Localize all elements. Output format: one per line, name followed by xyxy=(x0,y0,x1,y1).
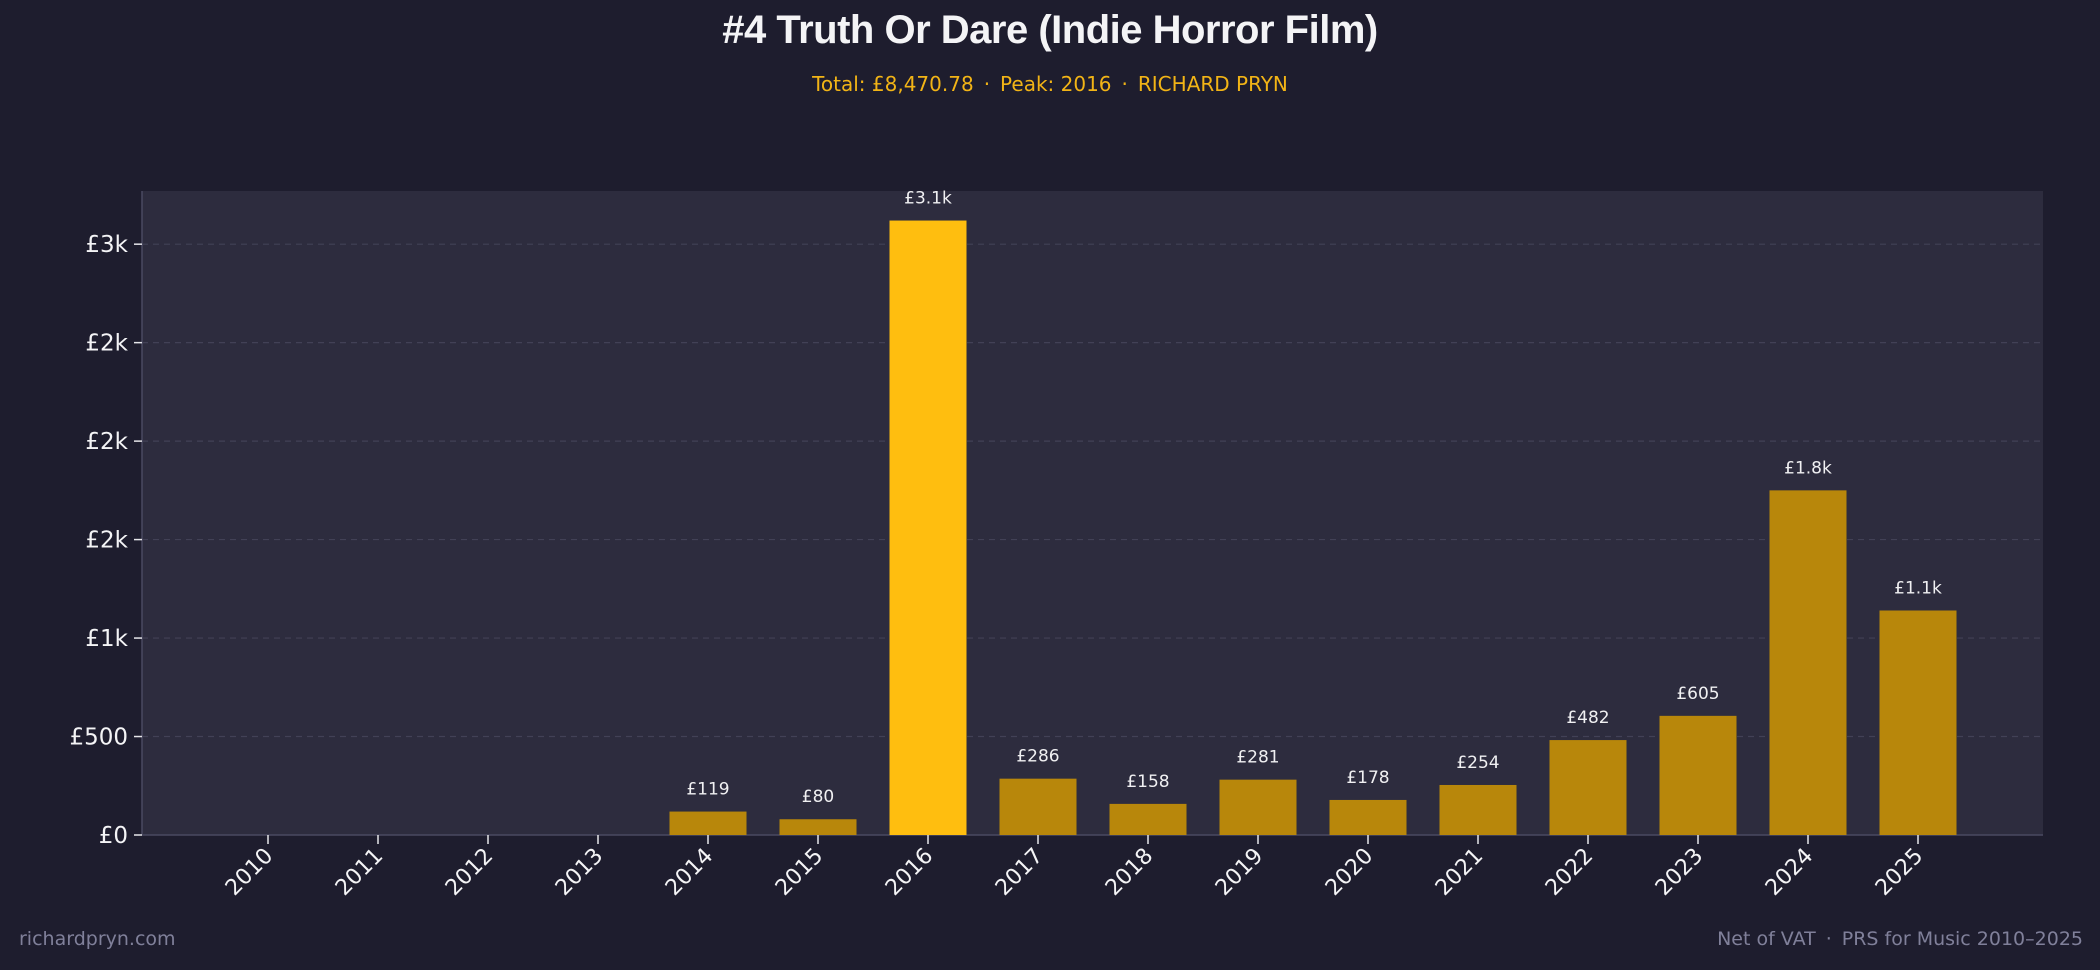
bar-value-label: £605 xyxy=(1676,684,1719,704)
x-tick-label: 2023 xyxy=(1651,844,1708,901)
x-tick-label: 2012 xyxy=(441,844,498,901)
bar-2024 xyxy=(1769,490,1847,835)
source-note: Net of VAT · PRS for Music 2010–2025 xyxy=(1717,928,2083,950)
bar-value-label: £1.1k xyxy=(1894,578,1942,598)
x-tick-label: 2020 xyxy=(1321,844,1378,901)
bar-2022 xyxy=(1549,740,1627,835)
site-credit: richardpryn.com xyxy=(19,928,176,950)
plot-area xyxy=(142,191,2043,835)
chart-subtitle: Total: £8,470.78 · Peak: 2016 · RICHARD PRYN xyxy=(0,72,2100,96)
x-tick-label: 2016 xyxy=(881,844,938,901)
subtitle-separator: · xyxy=(1121,72,1128,96)
bar-value-label: £119 xyxy=(686,780,729,800)
y-tick-label: £2k xyxy=(85,429,128,455)
artist-name: RICHARD PRYN xyxy=(1137,72,1288,96)
bar-2015 xyxy=(779,819,857,835)
x-tick-label: 2024 xyxy=(1761,844,1818,901)
bars xyxy=(669,220,1957,836)
data-source: PRS for Music 2010–2025 xyxy=(1841,928,2083,950)
bar-value-label: £1.8k xyxy=(1784,458,1832,478)
x-tick-label: 2015 xyxy=(771,844,828,901)
bar-value-label: £482 xyxy=(1566,708,1609,728)
subtitle-separator: · xyxy=(983,72,991,96)
bar-value-label: £254 xyxy=(1456,753,1499,773)
bar-2014 xyxy=(669,811,747,835)
y-tick-label: £1k xyxy=(85,626,128,652)
bar-value-label: £80 xyxy=(802,787,834,807)
x-tick-label: 2011 xyxy=(331,844,388,901)
y-tick-label: £500 xyxy=(69,725,128,751)
bar-value-label: £281 xyxy=(1236,748,1279,768)
bar-2025 xyxy=(1879,610,1957,835)
y-axis-ticks: £0 £500 £1k £2k £2k £2k £3k xyxy=(69,232,142,849)
chart-title: #4 Truth Or Dare (Indie Horror Film) xyxy=(722,8,1378,52)
bar-2023 xyxy=(1659,715,1737,835)
bar-value-label: £158 xyxy=(1126,772,1169,792)
x-tick-label: 2013 xyxy=(551,844,608,901)
y-tick-label: £2k xyxy=(85,528,128,554)
bar-value-label: £3.1k xyxy=(904,189,952,209)
x-tick-label: 2022 xyxy=(1541,844,1598,901)
bar-value-label: £286 xyxy=(1016,747,1059,767)
y-tick-label: £2k xyxy=(85,331,128,357)
y-tick-label: £3k xyxy=(85,232,128,258)
x-tick-label: 2017 xyxy=(991,844,1048,901)
peak-summary: Peak: 2016 xyxy=(1000,72,1112,96)
x-tick-label: 2014 xyxy=(661,844,718,901)
x-axis-ticks: 2010 2011 2012 2013 2014 2015 2016 2017 2018 2019… xyxy=(221,835,1928,901)
x-tick-label: 2010 xyxy=(221,844,278,901)
vat-note: Net of VAT xyxy=(1717,928,1816,950)
bar-2021 xyxy=(1439,784,1517,835)
bar-value-label: £178 xyxy=(1346,768,1389,788)
x-tick-label: 2018 xyxy=(1101,844,1158,901)
x-tick-label: 2021 xyxy=(1431,844,1488,901)
bar-2018 xyxy=(1109,803,1187,835)
x-tick-label: 2019 xyxy=(1211,844,1268,901)
y-tick-label: £0 xyxy=(99,823,128,849)
footer-separator: · xyxy=(1825,928,1832,950)
total-summary: Total: £8,470.78 xyxy=(812,72,974,96)
x-tick-label: 2025 xyxy=(1871,844,1928,901)
bar-2019 xyxy=(1219,779,1297,835)
bar-value-labels: £119 £80 £3.1k £286 £158 £281 £178 £254 £482 £605… xyxy=(686,189,1942,808)
bar-2016 xyxy=(889,220,967,836)
bar-2020 xyxy=(1329,799,1407,835)
bar-2017 xyxy=(999,778,1077,835)
